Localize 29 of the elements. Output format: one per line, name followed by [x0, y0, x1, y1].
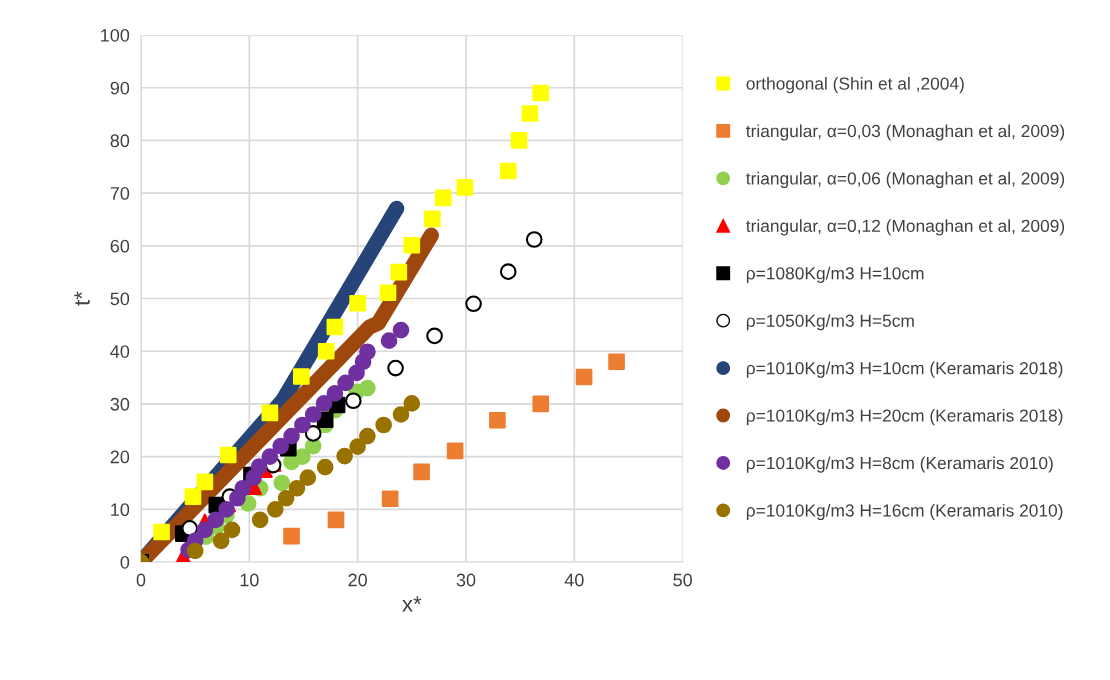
legend-label: ρ=1010Kg/m3 H=20cm (Keramaris 2018)	[746, 409, 1063, 426]
x-tick-label: 30	[456, 573, 476, 587]
legend-label: triangular, α=0,03 (Monaghan et al, 2009)	[746, 124, 1065, 141]
y-tick-label: 70	[110, 187, 130, 200]
x-tick-label: 0	[136, 573, 146, 587]
legend-label: triangular, α=0,12 (Monaghan et al, 2009)	[746, 219, 1065, 236]
y-tick-label: 40	[110, 345, 130, 358]
y-tick-label: 50	[110, 292, 130, 306]
x-tick-label: 10	[240, 573, 259, 587]
x-tick-label: 50	[673, 573, 692, 587]
y-axis-title: t*	[74, 291, 90, 306]
y-tick-label: 20	[110, 450, 130, 464]
x-axis-title: x*	[402, 596, 422, 612]
y-tick-label: 0	[120, 555, 130, 569]
legend-label: ρ=1080Kg/m3 H=10cm	[746, 266, 924, 283]
x-tick-label: 40	[564, 573, 584, 587]
legend-label: ρ=1010Kg/m3 H=16cm (Keramaris 2010)	[746, 503, 1063, 521]
y-tick-label: 80	[110, 134, 130, 148]
y-tick-label: 90	[110, 81, 130, 95]
legend-label: ρ=1010Kg/m3 H=8cm (Keramaris 2010)	[746, 456, 1053, 473]
legend-label: triangular, α=0,06 (Monaghan et al, 2009)	[746, 171, 1065, 189]
y-tick-label: 60	[110, 239, 130, 253]
x-tick-label: 20	[348, 573, 367, 587]
legend-label: orthogonal (Shin et al ,2004)	[746, 76, 964, 94]
legend-label: ρ=1050Kg/m3 H=5cm	[746, 314, 914, 331]
y-tick-label: 30	[110, 397, 130, 411]
legend-label: ρ=1010Kg/m3 H=10cm (Keramaris 2018)	[746, 361, 1063, 378]
y-tick-label: 100	[101, 28, 130, 42]
y-tick-label: 10	[111, 503, 130, 517]
